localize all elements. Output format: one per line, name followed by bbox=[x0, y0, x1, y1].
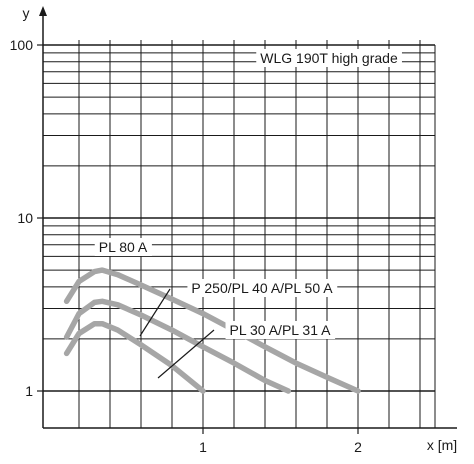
leader-lines bbox=[139, 288, 215, 379]
series-line-3 bbox=[63, 320, 206, 394]
series-label-1: PL 80 A bbox=[99, 239, 148, 255]
labels: y x [m] WLG 190T high grade PL 80 A P 250/PL… bbox=[23, 5, 458, 453]
leader-line-3 bbox=[157, 329, 215, 379]
x-axis-label: x [m] bbox=[427, 437, 457, 453]
series-line-2 bbox=[63, 298, 292, 394]
y-tick-label: 100 bbox=[10, 37, 34, 53]
series-label-3: PL 30 A/PL 31 A bbox=[230, 322, 332, 338]
series-label-2-background bbox=[187, 279, 338, 297]
series-label-2: P 250/PL 40 A/PL 50 A bbox=[191, 280, 333, 296]
y-axis-arrow bbox=[39, 6, 47, 16]
y-tick-label: 1 bbox=[25, 383, 33, 399]
y-tick-label: 10 bbox=[17, 210, 33, 226]
series-label-1-background bbox=[94, 238, 152, 256]
series-line-1 bbox=[63, 267, 361, 394]
x-tick-label: 1 bbox=[199, 439, 207, 455]
chart-title: WLG 190T high grade bbox=[260, 50, 398, 66]
leader-line-2 bbox=[139, 288, 171, 337]
curves bbox=[63, 267, 361, 394]
chart-title-background bbox=[256, 49, 402, 67]
grid bbox=[43, 40, 436, 428]
series-label-3-background bbox=[225, 321, 336, 339]
y-axis-label: y bbox=[23, 5, 30, 21]
axes: 1 2 1 10 100 bbox=[10, 6, 457, 455]
x-tick-label: 2 bbox=[354, 439, 362, 455]
